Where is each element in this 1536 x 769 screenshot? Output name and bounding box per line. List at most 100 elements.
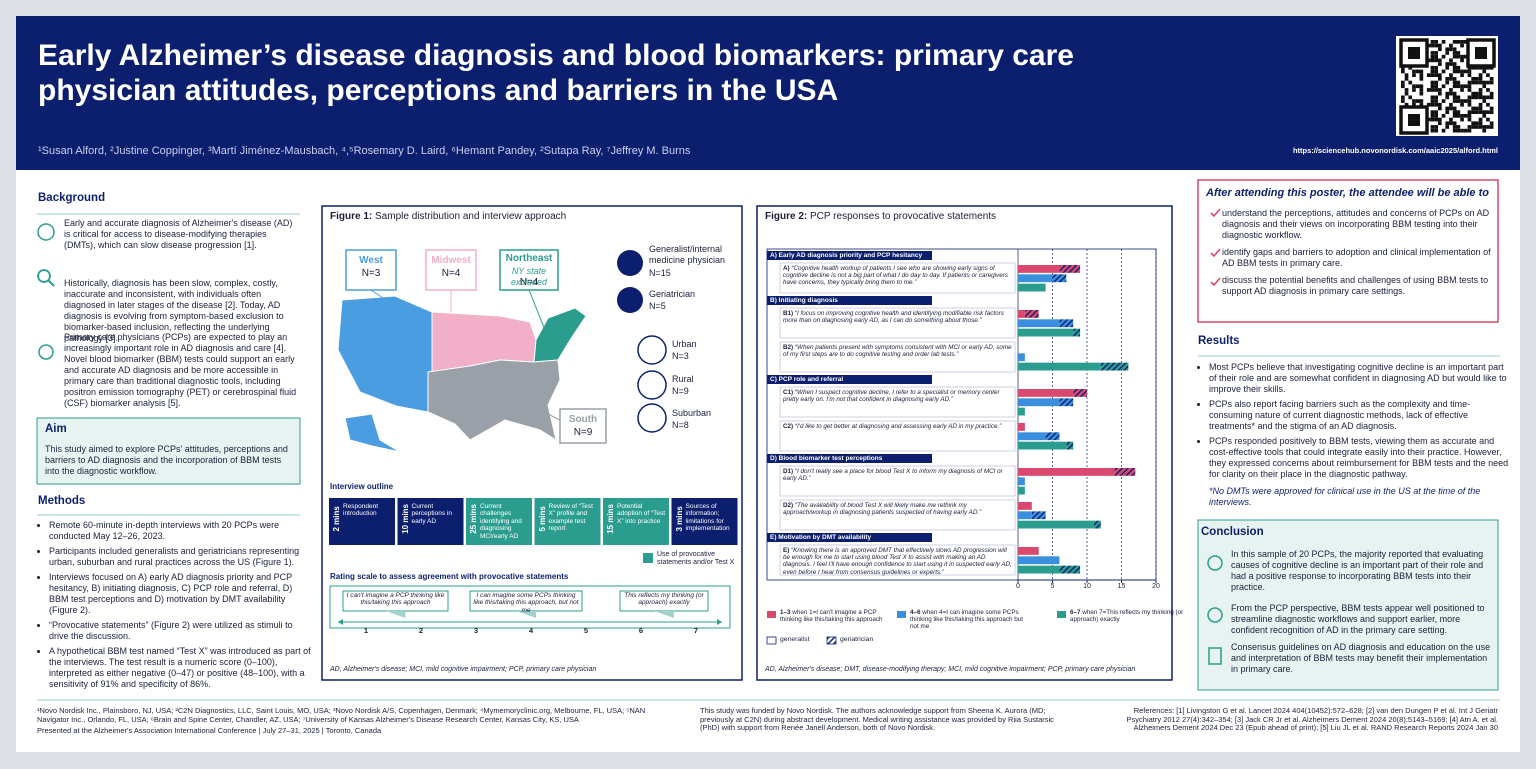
bar-geriatrician (1052, 274, 1067, 283)
qr-cell (1467, 102, 1472, 107)
rating-title: Rating scale to assess agreement with pr… (330, 572, 569, 581)
figure-title-text: PCP responses to provocative statements (810, 211, 997, 222)
speech-tail (516, 611, 536, 618)
qr-cell (1482, 80, 1487, 85)
statement: C1) “When I suspect cognitive decline, I… (783, 389, 1013, 403)
qr-cell (1408, 95, 1413, 100)
statement-label: A) (783, 265, 790, 272)
legend-entry: 6–7 when 7=This reflects my thinking (or… (1070, 609, 1188, 623)
qr-cell (1460, 73, 1464, 77)
qr-cell (1438, 62, 1442, 66)
section-heading: A) Early AD diagnosis priority and PCP h… (770, 252, 923, 259)
qr-cell (1452, 40, 1457, 44)
qr-cell (1463, 40, 1468, 44)
heading: Methods (38, 495, 86, 507)
methods-list: Remote 60-minute in-depth interviews wit… (38, 520, 311, 694)
outline-box (534, 498, 601, 545)
statement-text: “When patients present with symptoms con… (783, 344, 1012, 359)
qr-cell (1489, 125, 1494, 129)
qr-cell (1434, 69, 1438, 74)
bar-generalist (1018, 423, 1025, 431)
qr-cell (1460, 43, 1464, 48)
leader (539, 409, 561, 421)
qr-cell (1456, 95, 1461, 100)
qr-cell (1467, 73, 1472, 77)
bar-geriatrician (1045, 432, 1060, 441)
footnote: AD, Alzheimer's disease; MCI, mild cogni… (330, 666, 597, 673)
qr-cell (1452, 121, 1457, 126)
outline-minutes: 3 mins (674, 506, 684, 532)
qr-cell (1404, 73, 1409, 77)
qr-cell (1489, 95, 1494, 100)
bar-generalist (1018, 502, 1032, 510)
bar-generalist (1018, 398, 1060, 407)
background-text: Historically, diagnosis has been slow, c… (64, 278, 284, 343)
scale-number: 7 (693, 626, 699, 635)
qr-cell (1475, 125, 1479, 129)
qr-cell (1460, 114, 1464, 118)
bar-geriatrician (1073, 328, 1081, 337)
specialty-n: N=15 (649, 268, 671, 278)
qr-cell (1467, 69, 1472, 74)
qr-cell (1430, 110, 1435, 114)
qr-cell (1486, 73, 1490, 77)
qr-cell (1438, 77, 1442, 81)
title: Early Alzheimer’s disease diagnosis and … (38, 39, 1074, 108)
statement-box (779, 465, 1016, 497)
section-bar (767, 296, 932, 305)
bar-generalist (1018, 547, 1039, 555)
bar-generalist (1018, 486, 1025, 495)
qr-cell (1430, 128, 1435, 133)
qr-cell (1452, 65, 1457, 70)
qr-cell (1445, 110, 1450, 114)
statement: E) “Knowing there is an approved DMT tha… (783, 547, 1013, 576)
qr-cell (1412, 69, 1416, 74)
qr-cell (1449, 117, 1453, 122)
qr-cell (1452, 62, 1457, 66)
legend-swatch (766, 636, 777, 645)
conclusion-text: From the PCP perspective, BBM tests appe… (1231, 603, 1485, 635)
region-n: N=4 (441, 268, 461, 279)
qr-cell (1438, 121, 1442, 126)
statement-text: “I don't really see a place for blood Te… (783, 468, 1003, 483)
icon (617, 250, 643, 276)
outline-box (329, 498, 395, 545)
qr-cell (1426, 88, 1431, 92)
qr-cell (1463, 69, 1468, 74)
region-n: N=3 (361, 268, 381, 279)
qr-cell (1452, 80, 1457, 85)
objectives-heading: After attending this poster, the attende… (1206, 187, 1489, 199)
qr-cell (1467, 95, 1472, 100)
leader (370, 289, 393, 305)
list-item: Interviews focused on A) early AD diagno… (49, 572, 311, 616)
qr-cell (1456, 51, 1461, 55)
qr-cell (1404, 91, 1409, 96)
x-tick-label: 0 (1016, 583, 1020, 590)
bar-generalist (1018, 362, 1101, 371)
qr-cell (1489, 80, 1494, 85)
list-item: “Provocative statements” (Figure 2) were… (49, 620, 311, 642)
leader (528, 289, 546, 331)
statement: D2) “The availability of blood Test X wi… (783, 502, 1013, 516)
bar-geriatrician (1059, 565, 1081, 574)
qr-cell (1452, 99, 1457, 103)
qr-cell (1404, 102, 1409, 107)
qr-cell (1445, 62, 1450, 66)
qr-cell (1438, 117, 1442, 122)
qr-cell (1456, 84, 1461, 89)
qr-cell (1438, 43, 1442, 48)
qr-cell (1460, 40, 1464, 44)
qr-cell (1482, 84, 1487, 89)
figure-title: Figure 2: PCP responses to provocative s… (765, 211, 996, 223)
legend-entry: 4–6 when 4=I can imagine some PCPs think… (910, 609, 1028, 631)
qr-cell (1482, 95, 1487, 100)
legend-swatch (643, 553, 653, 563)
qr-cell (1460, 128, 1464, 133)
qr-cell (1434, 80, 1438, 85)
specialty-n: N=5 (649, 301, 666, 311)
qr-cell (1430, 88, 1435, 92)
qr-cell (1430, 54, 1435, 59)
qr-cell (1441, 69, 1446, 74)
qr-cell (1463, 84, 1468, 89)
statement-label: B1) (783, 310, 794, 317)
